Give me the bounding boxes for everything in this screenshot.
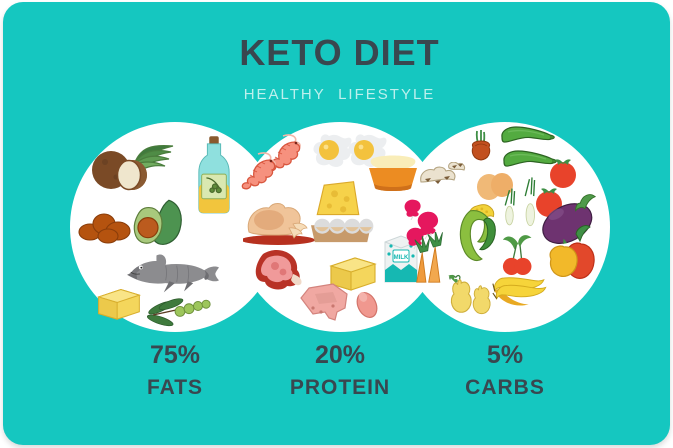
svg-text:MILK: MILK [394,255,409,261]
